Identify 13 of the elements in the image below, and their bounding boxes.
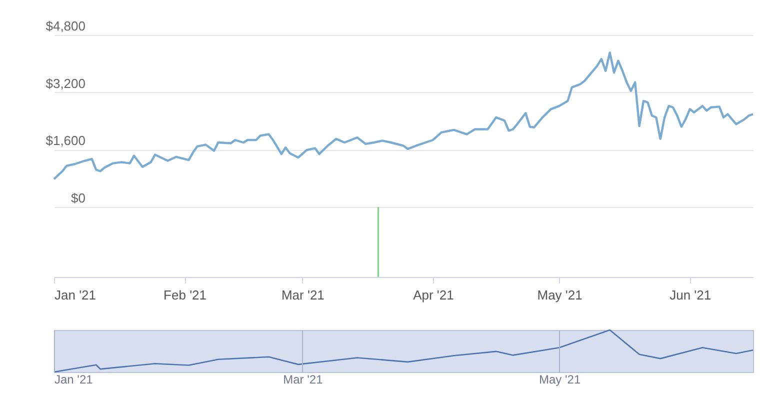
x-tick-label: Jan '21 <box>54 372 94 386</box>
x-tick-label: May '21 <box>537 288 582 302</box>
x-tick-label: Jun '21 <box>670 288 712 302</box>
x-tick-label: Mar '21 <box>281 288 324 302</box>
y-tick-label: $0 <box>71 190 86 206</box>
x-tick-label: May '21 <box>538 372 581 386</box>
x-tick-label: Mar '21 <box>283 372 324 386</box>
x-tick-label: Jan '21 <box>54 288 96 302</box>
x-tick-label: Apr '21 <box>413 288 454 302</box>
x-tick-label: Feb '21 <box>164 288 207 302</box>
y-tick-label: $4,800 <box>46 18 86 34</box>
y-tick-label: $1,600 <box>46 133 86 148</box>
y-tick-label: $3,200 <box>46 76 86 91</box>
